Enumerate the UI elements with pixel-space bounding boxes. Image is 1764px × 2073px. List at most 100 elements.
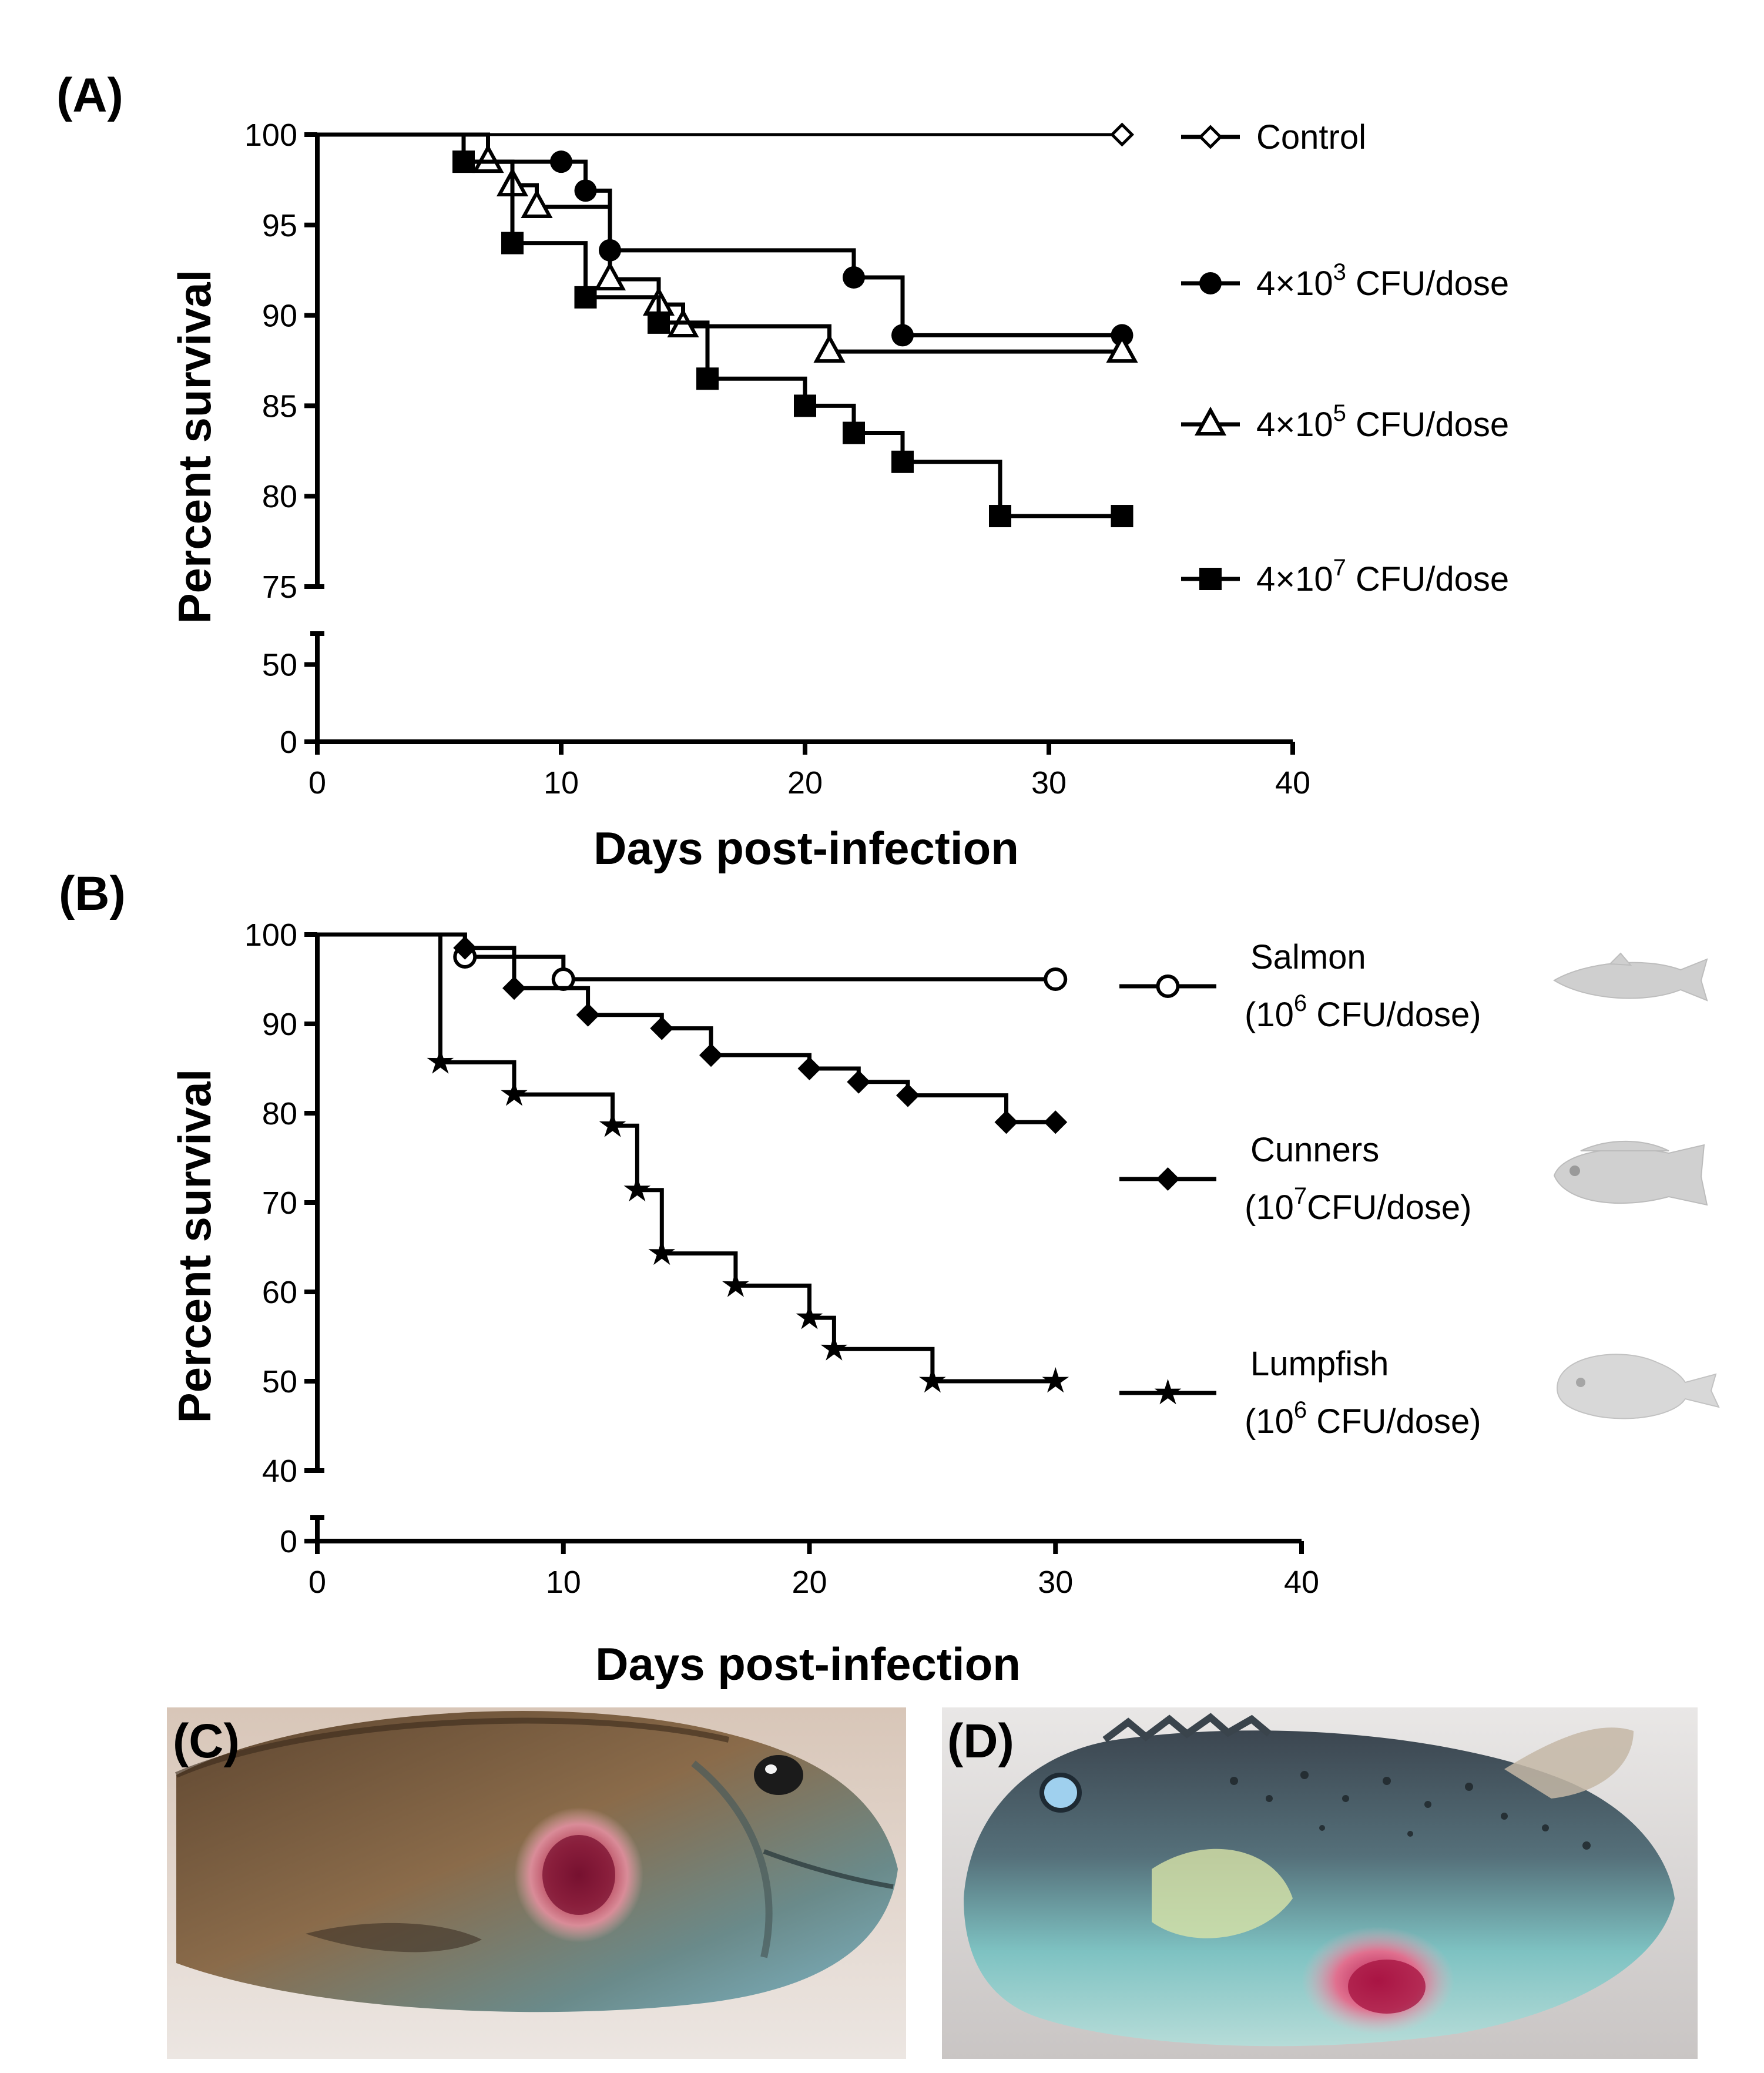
panel-b-x-tick-label: 40 [1284,1565,1319,1600]
cunner-eye [754,1755,803,1795]
legend-swatch-marker [1199,568,1222,590]
panel-a-series-4x10-3-cfu-dose-marker [574,179,597,202]
panel-a-x-tick-label: 30 [1031,765,1067,801]
panel-a-legend-item: 4×105 CFU/dose [1181,400,1509,444]
lumpfish-silhouette-icon [1556,1354,1720,1419]
panel-b-series [317,932,1069,1393]
panel-a-y-tick-label: 85 [262,389,297,424]
panel-a-series-4x10-7-cfu-dose-marker [501,232,524,254]
panel-a-y-tick-label: 50 [262,648,297,683]
panel-a-series-4x10-3-cfu-dose-marker [891,324,914,347]
panel-b-x-tick-label: 10 [546,1565,581,1600]
panel-a-y-axis-title: Percent survival [169,270,220,624]
panel-a-x-tick-label: 10 [544,765,579,801]
photo-d-lumpfish: (D) [942,1707,1698,2059]
panel-b-series-lumpfish-marker [919,1367,946,1393]
panel-b-series-cunners [317,932,1068,1134]
panel-b-series-lumpfish-line [317,932,1056,1384]
panel-a: (A) 100 95 90 85 80 75 50 00 10 20 30 40 Control 4×1… [56,69,1509,874]
panel-a-series-4x10-5-cfu-dose-marker [521,189,553,219]
panel-b-series-lumpfish-marker [501,1080,528,1106]
panel-b-y-tick-label: 90 [262,1007,297,1042]
panel-b-series-lumpfish [317,932,1069,1393]
panel-a-series-4x10-3-cfu-dose-marker [550,150,572,173]
panel-b-legend-name: Salmon [1250,938,1366,976]
lumpfish-body [964,1730,1675,2047]
panel-b-series-lumpfish-marker [1042,1367,1069,1393]
panel-a-x-tick-label: 0 [308,765,326,801]
panel-b: (B) 100 90 80 70 60 50 40 00 10 20 30 40 Salmon (106… [59,867,1720,1690]
panel-a-label: (A) [56,69,123,122]
panel-a-series-4x10-7-cfu-dose-marker [574,286,597,309]
panel-a-legend-item: Control [1181,118,1366,156]
panel-a-series-4x10-5-cfu-dose-marker [813,333,846,363]
panel-b-series-lumpfish-marker [623,1176,651,1202]
panel-b-series-lumpfish-marker [648,1239,676,1265]
panel-b-series-lumpfish-marker [599,1111,626,1137]
panel-b-legend: Salmon (106 CFU/dose) Cunners (107CFU/dose)… [1119,938,1481,1441]
panel-b-y-tick-label: 40 [262,1454,297,1489]
legend-swatch-marker [1156,974,1180,998]
panel-a-series-4x10-7-cfu-dose-marker [843,421,865,444]
panel-b-legend-dose: (106 CFU/dose) [1245,1397,1481,1441]
panel-a-y-tick-label: 90 [262,299,297,334]
panel-a-y-tick-label: 100 [244,118,297,153]
panel-a-series-4x10-5-cfu-dose-marker [1106,333,1138,363]
panel-b-legend-name: Cunners [1250,1131,1379,1169]
panel-b-legend-dose: (107CFU/dose) [1245,1183,1471,1227]
panel-b-y-axis-title: Percent survival [169,1069,220,1424]
legend-swatch-marker [1194,406,1227,436]
photo-c-label: (C) [173,1714,240,1768]
panel-b-y-tick-label: 50 [262,1364,297,1399]
legend-swatch-marker [1198,125,1223,149]
panel-b-series-salmon [317,932,1068,991]
panel-a-series-4x10-7-cfu-dose-marker [794,394,816,417]
panel-a-series-4x10-5-cfu-dose [317,132,1138,363]
panel-a-series-4x10-5-cfu-dose-line [317,132,1122,354]
panel-a-series-4x10-7-cfu-dose-marker [1111,505,1133,528]
panel-b-series-cunners-marker [847,1070,871,1094]
panel-b-series-lumpfish-marker [796,1304,823,1329]
panel-a-series-4x10-7-cfu-dose-marker [989,505,1011,528]
panel-b-y-tick-label: 100 [244,917,297,953]
lumpfish-eye [1039,1773,1082,1813]
panel-b-legend-dose: (106 CFU/dose) [1245,990,1481,1034]
panel-a-legend: Control 4×103 CFU/dose 4×105 CFU/dose 4×107… [1181,118,1509,598]
panel-b-legend-item: Salmon (106 CFU/dose) [1119,938,1481,1034]
panel-a-y-tick-label: 0 [280,725,297,760]
panel-b-series-lumpfish-marker [722,1271,749,1297]
panel-b-label: (B) [59,867,126,920]
panel-b-series-salmon-line [317,932,1056,982]
panel-a-series-control-marker [1109,122,1135,147]
panel-a-legend-label: Control [1256,118,1366,156]
panel-b-series-cunners-line [317,932,1056,1124]
panel-b-series-lumpfish-marker [820,1335,848,1361]
panel-a-y-tick-label: 95 [262,208,297,243]
panel-a-series-4x10-3-cfu-dose-marker [843,266,865,289]
panel-b-series-salmon-marker [1044,967,1068,991]
panel-a-y-tick-label: 75 [262,570,297,605]
cunner-silhouette-icon [1553,1140,1708,1206]
photo-d-label: (D) [947,1714,1014,1768]
panel-a-series-4x10-7-cfu-dose-marker [648,311,670,334]
panel-b-series-cunners-marker [797,1057,821,1080]
panel-a-series-4x10-7-cfu-dose-marker [452,150,475,173]
panel-b-series-cunners-marker [453,936,477,960]
lumpfish-dorsal-fin [1504,1727,1634,1799]
panel-b-axes: 100 90 80 70 60 50 40 00 10 20 30 40 [244,917,1319,1600]
panel-b-series-cunners-marker [1044,1110,1068,1134]
panel-a-legend-item: 4×103 CFU/dose [1181,259,1509,303]
panel-a-legend-label: 4×105 CFU/dose [1256,400,1509,444]
panel-b-x-tick-label: 20 [792,1565,827,1600]
panel-a-series-4x10-3-cfu-dose [317,132,1133,347]
panel-a-series-4x10-5-cfu-dose-marker [593,261,626,291]
panel-a-x-axis-title: Days post-infection [593,822,1019,874]
panel-b-x-axis-title: Days post-infection [595,1638,1021,1690]
lumpfish-pectoral-fin [1152,1848,1293,1938]
legend-swatch-marker [1199,272,1222,294]
panel-b-series-cunners-marker [699,1043,723,1067]
panel-b-y-tick-label: 60 [262,1275,297,1310]
panel-a-series [317,122,1138,528]
panel-b-legend-item: Lumpfish (106 CFU/dose) [1119,1345,1481,1441]
